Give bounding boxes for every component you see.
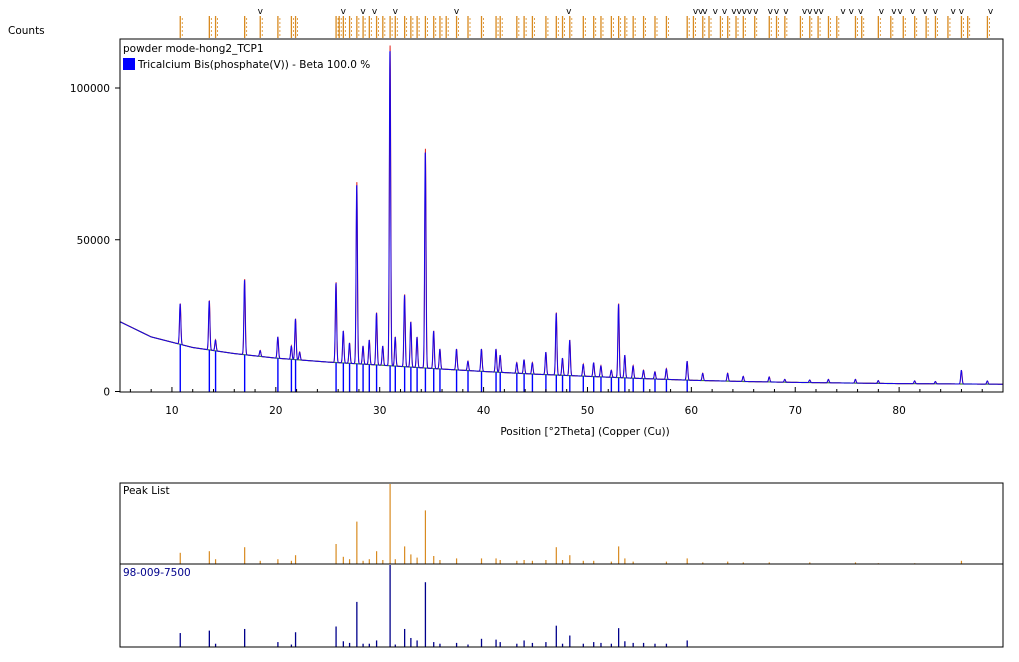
peak-list-bars	[179, 484, 963, 564]
x-tick-label: 30	[373, 405, 386, 417]
peak-list-panel: Peak List	[119, 482, 1004, 565]
x-tick-label: 10	[165, 405, 178, 417]
v-marker: v	[813, 7, 819, 17]
reference-bars	[179, 565, 688, 647]
y-tick-label: 100000	[70, 83, 110, 95]
v-marker: v	[698, 7, 704, 17]
v-marker: v	[731, 7, 737, 17]
v-marker: v	[393, 7, 399, 17]
v-marker: v	[372, 7, 378, 17]
x-tick-label: 40	[477, 405, 490, 417]
v-marker: v	[807, 7, 813, 17]
v-marker: v	[742, 7, 748, 17]
v-marker: v	[922, 7, 928, 17]
v-marker: v	[747, 7, 753, 17]
v-marker: v	[454, 7, 460, 17]
v-marker: v	[360, 7, 366, 17]
x-tick-label: 80	[892, 405, 905, 417]
v-marker: v	[849, 7, 855, 17]
panel-label: powder mode-hong2_TCP1	[123, 43, 264, 55]
v-marker: v	[988, 7, 994, 17]
x-axis-label: Position [°2Theta] (Copper (Cu))	[500, 426, 669, 438]
v-marker: v	[753, 7, 759, 17]
v-marker: v	[933, 7, 939, 17]
v-marker: v	[774, 7, 780, 17]
reference-tick-strip: v v v v v v v v vv v v v v v v v v v v v v v v v v v v v v v v v v v v	[179, 7, 994, 38]
reference-title: 98-009-7500	[123, 567, 191, 579]
reference-panel: 98-009-7500	[119, 563, 1004, 648]
legend-label: Tricalcium Bis(phosphate(V)) - Beta 100.…	[137, 59, 370, 71]
v-marker: v	[736, 7, 742, 17]
y-tick-label: 0	[103, 387, 110, 399]
v-marker: v	[566, 7, 572, 17]
v-marker: v	[722, 7, 728, 17]
y-axis-label: Counts	[8, 25, 45, 37]
background-curve	[119, 321, 1003, 385]
v-marker: v	[768, 7, 774, 17]
v-marker: v	[819, 7, 825, 17]
v-marker: v	[891, 7, 897, 17]
x-tick-label: 20	[269, 405, 282, 417]
v-marker: v	[341, 7, 347, 17]
v-marker: v	[879, 7, 885, 17]
legend-swatch	[123, 58, 135, 70]
v-marker: v	[840, 7, 846, 17]
v-marker: v	[693, 7, 699, 17]
v-marker: v	[858, 7, 864, 17]
v-marker: v	[802, 7, 808, 17]
x-tick-label: 60	[685, 405, 698, 417]
x-tick-label: 70	[789, 405, 802, 417]
v-marker: v	[950, 7, 956, 17]
v-marker: v	[959, 7, 965, 17]
measured-pattern-line	[119, 45, 1003, 385]
main-plot: Counts powder mode-hong2_TCP1 Tricalcium…	[8, 25, 1004, 438]
v-marker: v	[702, 7, 708, 17]
calculated-pattern-line	[119, 51, 1003, 385]
v-marker: v	[897, 7, 903, 17]
v-marker: v	[910, 7, 916, 17]
v-marker: v	[258, 7, 264, 17]
x-tick-label: 50	[581, 405, 594, 417]
reference-frame	[119, 563, 1004, 648]
main-traces	[119, 45, 1003, 392]
main-plot-frame	[119, 38, 1004, 393]
v-marker: v	[713, 7, 719, 17]
v-marker: v	[783, 7, 789, 17]
peak-list-frame	[119, 482, 1004, 565]
peak-list-title: Peak List	[123, 485, 170, 497]
y-tick-label: 50000	[77, 235, 110, 247]
main-axes: 10 20 30 40 50 60 70 80 0 50000 100000	[70, 83, 1004, 417]
